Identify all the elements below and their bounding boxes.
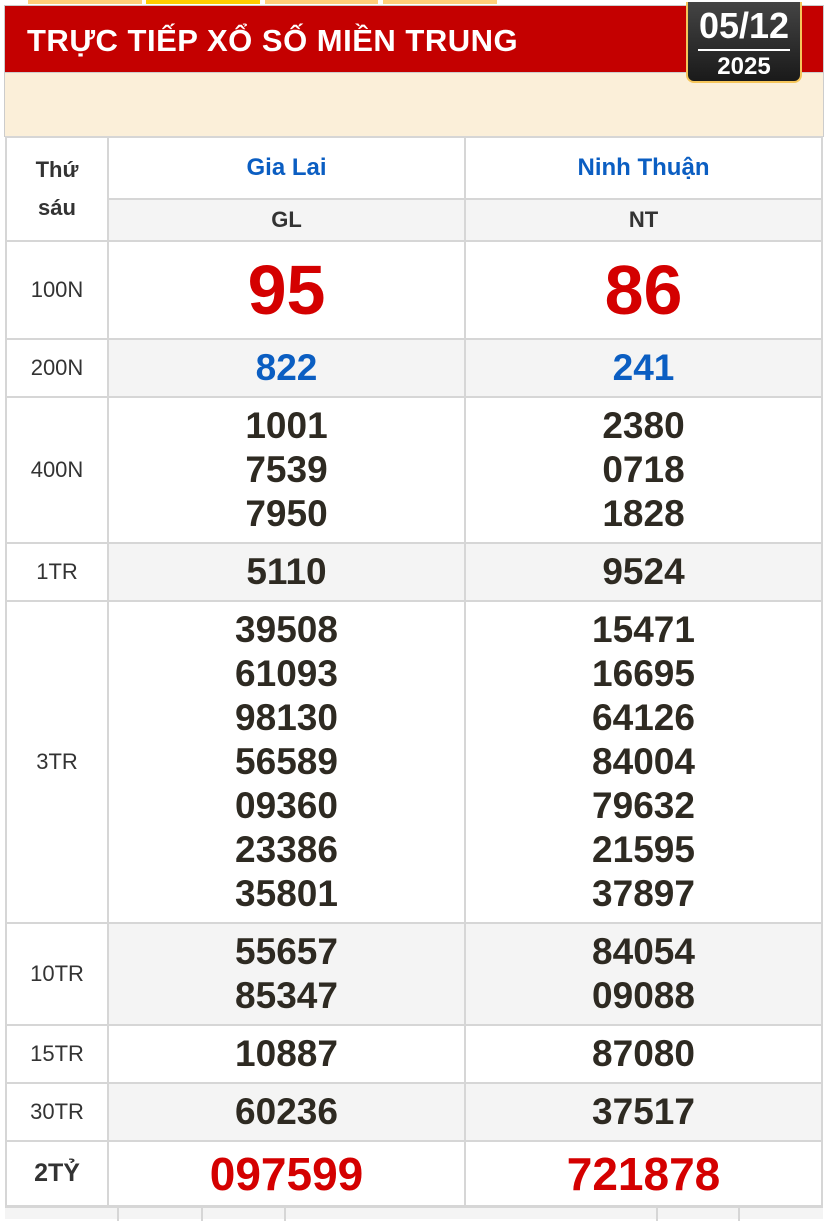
day-label: Thứ sáu (5, 136, 109, 242)
prize-cell: 15471 16695 64126 84004 79632 21595 37897 (464, 600, 823, 924)
prize-number: 37897 (592, 873, 695, 914)
prize-number: 84054 (592, 931, 695, 972)
prize-number: 98130 (235, 697, 338, 738)
prize-number: 1001 (245, 405, 328, 446)
prize-row: 200N 822 241 (5, 338, 823, 398)
prize-number: 7950 (245, 493, 328, 534)
prize-cell: 39508 61093 98130 56589 09360 23386 35801 (107, 600, 466, 924)
date-divider (698, 49, 790, 51)
prize-number: 61093 (235, 653, 338, 694)
prize-number: 5110 (246, 551, 327, 592)
prize-number: 16695 (592, 653, 695, 694)
prize-cell: 37517 (464, 1082, 823, 1142)
prize-number: 23386 (235, 829, 338, 870)
prize-number: 87080 (592, 1033, 695, 1074)
tab[interactable] (28, 0, 142, 4)
prize-number: 241 (612, 347, 675, 388)
prize-number: 0718 (602, 449, 685, 490)
prize-number: 56589 (235, 741, 338, 782)
prize-label: 1TR (5, 542, 109, 602)
prize-cell: 84054 09088 (464, 922, 823, 1026)
date-year: 2025 (717, 53, 771, 80)
prize-row: 10TR 55657 85347 84054 09088 (5, 922, 823, 1026)
date-day-month: 05/12 (698, 5, 790, 46)
prize-number: 097599 (209, 1147, 364, 1200)
prize-row: 15TR 10887 87080 (5, 1024, 823, 1084)
prize-label: 3TR (5, 600, 109, 924)
prize-number: 09360 (235, 785, 338, 826)
prize-number: 721878 (566, 1147, 721, 1200)
prize-number: 35801 (235, 873, 338, 914)
prize-label: 30TR (5, 1082, 109, 1142)
prize-cell: 721878 (464, 1140, 823, 1207)
prize-cell: 9524 (464, 542, 823, 602)
prize-number: 39508 (235, 609, 338, 650)
date-badge: 05/12 2025 (686, 2, 802, 83)
prize-row: 400N 1001 7539 7950 2380 0718 1828 (5, 396, 823, 544)
prize-cell: 822 (107, 338, 466, 398)
prize-number: 95 (247, 251, 326, 329)
prize-row: 3TR 39508 61093 98130 56589 09360 23386 35801 15… (5, 600, 823, 924)
prize-row: 30TR 60236 37517 (5, 1082, 823, 1142)
prize-label: 100N (5, 240, 109, 340)
footer-bar (5, 1206, 823, 1221)
prize-number: 64126 (592, 697, 695, 738)
prize-row: 100N 95 86 (5, 240, 823, 340)
prize-number: 09088 (592, 975, 695, 1016)
info-band (4, 73, 824, 137)
tab[interactable] (383, 0, 497, 4)
prize-number: 55657 (235, 931, 338, 972)
province-code: NT (464, 198, 823, 242)
top-tabs (0, 0, 828, 5)
prize-number: 84004 (592, 741, 695, 782)
prize-cell: 86 (464, 240, 823, 340)
tab-active[interactable] (146, 0, 260, 4)
prize-number: 60236 (235, 1091, 338, 1132)
prize-cell: 87080 (464, 1024, 823, 1084)
prize-label: 400N (5, 396, 109, 544)
prize-cell: 097599 (107, 1140, 466, 1207)
results-table: Thứ sáu Gia Lai Ninh Thuận GL NT 100N 95 8… (5, 136, 823, 1207)
prize-number: 10887 (235, 1033, 338, 1074)
prize-label: 2TỶ (5, 1140, 109, 1207)
prize-row: 1TR 5110 9524 (5, 542, 823, 602)
province-gia-lai[interactable]: Gia Lai (107, 136, 466, 200)
prize-number: 7539 (245, 449, 328, 490)
tab[interactable] (265, 0, 378, 4)
prize-label: 200N (5, 338, 109, 398)
prize-label: 15TR (5, 1024, 109, 1084)
prize-cell: 60236 (107, 1082, 466, 1142)
province-code: GL (107, 198, 466, 242)
page-title: TRỰC TIẾP XỔ SỐ MIỀN TRUNG (27, 23, 519, 58)
prize-cell: 2380 0718 1828 (464, 396, 823, 544)
province-ninh-thuan[interactable]: Ninh Thuận (464, 136, 823, 200)
prize-number: 1828 (602, 493, 685, 534)
prize-cell: 55657 85347 (107, 922, 466, 1026)
prize-cell: 10887 (107, 1024, 466, 1084)
prize-number: 9524 (602, 551, 685, 592)
prize-number: 86 (604, 251, 683, 329)
prize-number: 822 (255, 347, 318, 388)
prize-number: 15471 (592, 609, 695, 650)
prize-cell: 1001 7539 7950 (107, 396, 466, 544)
prize-row: 2TỶ 097599 721878 (5, 1140, 823, 1207)
prize-cell: 241 (464, 338, 823, 398)
prize-cell: 95 (107, 240, 466, 340)
prize-label: 10TR (5, 922, 109, 1026)
prize-number: 2380 (602, 405, 685, 446)
prize-number: 79632 (592, 785, 695, 826)
prize-cell: 5110 (107, 542, 466, 602)
prize-number: 85347 (235, 975, 338, 1016)
prize-number: 37517 (592, 1091, 695, 1132)
prize-number: 21595 (592, 829, 695, 870)
